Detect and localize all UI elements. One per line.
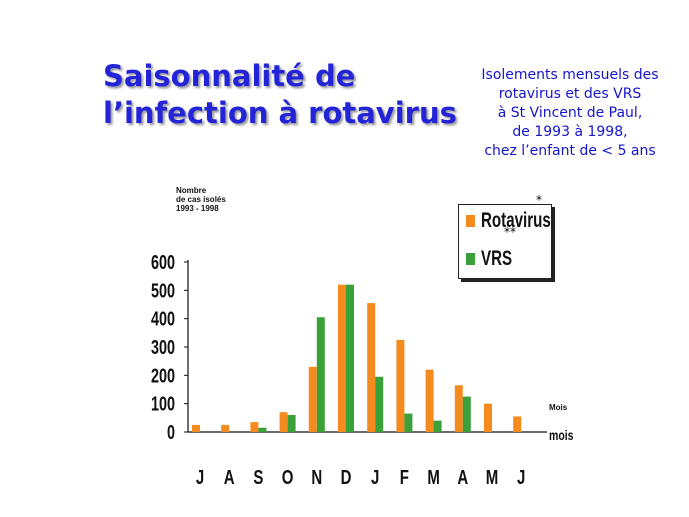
y-tick-label: 300 <box>151 336 175 359</box>
subtitle-line5: chez l’enfant de < 5 ans <box>484 143 656 159</box>
legend-swatch-rotavirus <box>466 215 475 227</box>
y-axis-title: Nombre de cas isolés 1993 - 1998 <box>176 186 226 213</box>
chart-legend: Rotavirus VRS <box>458 204 552 279</box>
chart-title-line2: l’infection à rotavirus <box>103 96 457 130</box>
y-tick-label: 100 <box>151 392 175 415</box>
y-axis-title-line1: Nombre <box>176 186 207 195</box>
x-unit-label: mois <box>549 427 574 443</box>
double-asterisk-marker: ** <box>504 225 516 239</box>
x-tick-label: A <box>224 466 235 489</box>
x-tick-label: N <box>311 466 322 489</box>
x-tick-label: F <box>400 466 409 489</box>
subtitle-line4: de 1993 à 1998, <box>512 124 628 140</box>
x-tick-label: S <box>253 466 263 489</box>
bar-rotavirus <box>454 385 463 432</box>
legend-item-vrs: VRS <box>466 247 524 271</box>
bar-rotavirus <box>425 369 434 432</box>
bar-vrs <box>316 317 325 432</box>
subtitle-line1: Isolements mensuels des <box>481 67 659 83</box>
subtitle-line2: rotavirus et des VRS <box>498 86 642 102</box>
y-axis-title-line2: de cas isolés <box>176 195 226 204</box>
x-tick-label: O <box>282 466 294 489</box>
chart-subtitle: Isolements mensuels des rotavirus et des… <box>455 66 685 161</box>
bar-rotavirus <box>338 284 346 432</box>
y-axis-title-line3: 1993 - 1998 <box>176 204 219 213</box>
bar-vrs <box>258 427 267 432</box>
bar-vrs <box>433 420 442 432</box>
x-tick-label: J <box>517 466 525 489</box>
legend-label-vrs: VRS <box>481 247 513 270</box>
y-tick-label: 600 <box>151 251 175 274</box>
x-tick-label: M <box>427 466 439 489</box>
chart-title-line1: Saisonnalité de <box>103 59 356 93</box>
x-tick-label: J <box>371 466 379 489</box>
x-tick-label: D <box>341 466 352 489</box>
subtitle-line3: à St Vincent de Paul, <box>497 105 643 121</box>
bar-rotavirus <box>396 339 405 432</box>
bar-rotavirus <box>221 424 230 432</box>
bar-rotavirus <box>484 403 492 432</box>
chart-title: Saisonnalité de l’infection à rotavirus <box>103 58 457 132</box>
x-tick-label: A <box>457 466 468 489</box>
bar-vrs <box>287 415 296 432</box>
y-tick-label: 0 <box>167 421 175 444</box>
bar-vrs <box>375 376 384 432</box>
legend-swatch-vrs <box>466 253 475 265</box>
legend-item-rotavirus: Rotavirus <box>466 209 578 233</box>
x-tick-label: J <box>196 466 204 489</box>
bar-vrs <box>346 284 354 432</box>
bar-rotavirus <box>513 416 522 432</box>
bar-vrs <box>462 396 471 432</box>
x-tick-label: M <box>486 466 498 489</box>
asterisk-marker: * <box>536 193 542 207</box>
bar-rotavirus <box>308 366 317 432</box>
y-tick-label: 200 <box>151 364 175 387</box>
bar-rotavirus <box>250 422 259 432</box>
y-tick-label: 500 <box>151 279 175 302</box>
y-tick-label: 400 <box>151 307 175 330</box>
bar-rotavirus <box>279 412 288 432</box>
bar-rotavirus <box>192 424 200 432</box>
legend-label-rotavirus: Rotavirus <box>481 209 551 232</box>
bar-rotavirus <box>367 303 376 432</box>
bar-vrs <box>404 413 413 432</box>
x-unit-label-small: Mois <box>549 403 568 412</box>
